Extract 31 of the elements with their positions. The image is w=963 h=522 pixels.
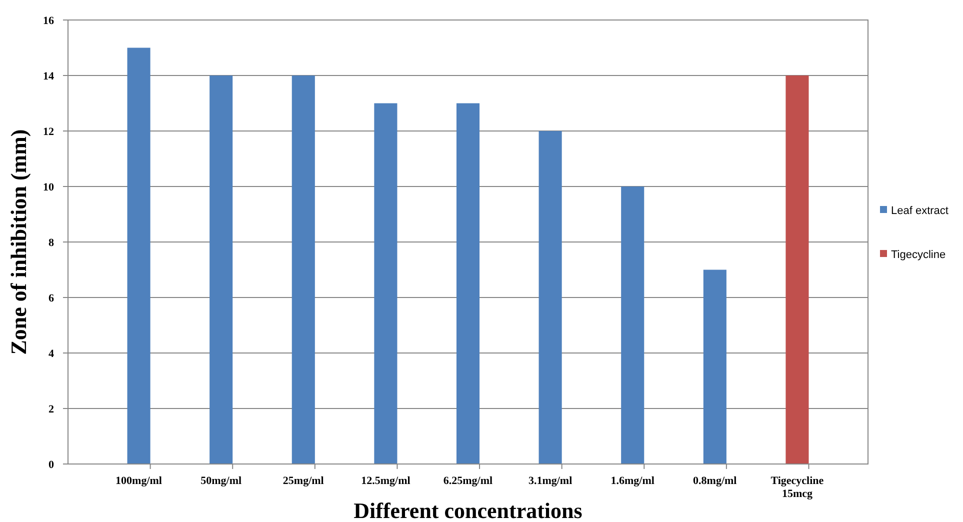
bar bbox=[703, 270, 726, 464]
y-tick-label: 8 bbox=[48, 236, 54, 249]
bar bbox=[456, 103, 480, 464]
bar bbox=[786, 76, 809, 464]
bar bbox=[374, 103, 398, 464]
y-tick-label: 6 bbox=[48, 292, 54, 304]
bar bbox=[127, 48, 150, 464]
legend-label: Leaf extract bbox=[891, 204, 948, 217]
x-tick-label: 3.1mg/ml bbox=[528, 475, 572, 487]
bar bbox=[210, 76, 233, 464]
y-tick-label: 2 bbox=[48, 403, 54, 416]
x-tick-label: 50mg/ml bbox=[200, 475, 242, 487]
y-tick-label: 10 bbox=[43, 181, 54, 194]
y-tick-label: 12 bbox=[43, 126, 54, 138]
x-tick-label: 0.8mg/ml bbox=[693, 475, 737, 487]
bar bbox=[538, 131, 562, 464]
y-tick-label: 4 bbox=[48, 348, 54, 360]
y-axis-title: Zone of inhibition (mm) bbox=[6, 129, 31, 355]
x-tick-label: Tigecycline 15mcg bbox=[770, 475, 824, 500]
y-tick-label: 14 bbox=[43, 70, 54, 82]
y-tick-label: 0 bbox=[48, 458, 54, 471]
legend-label: Tigecycline bbox=[891, 248, 946, 261]
x-tick-label: 12.5mg/ml bbox=[361, 475, 410, 487]
x-tick-label: 25mg/ml bbox=[282, 475, 324, 487]
x-tick-label: 6.25mg/ml bbox=[443, 475, 493, 487]
bar bbox=[292, 76, 315, 464]
x-tick-label: 100mg/ml bbox=[116, 475, 162, 487]
y-tick-label: 16 bbox=[43, 14, 54, 27]
x-tick-label: 1.6mg/ml bbox=[610, 475, 654, 487]
x-axis-title: Different concentrations bbox=[354, 498, 583, 522]
bar bbox=[621, 186, 644, 464]
